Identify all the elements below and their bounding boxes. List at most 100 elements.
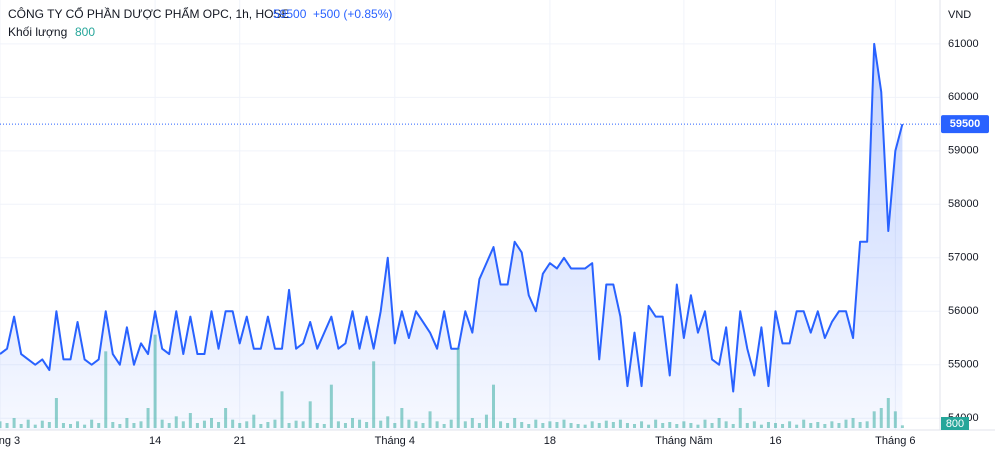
volume-bar (576, 424, 580, 428)
y-tick-label: 61000 (948, 38, 979, 50)
volume-bar (386, 416, 390, 428)
volume-bar (400, 408, 404, 428)
volume-bar (865, 421, 869, 428)
volume-bar (781, 424, 785, 428)
price-line (0, 42, 904, 393)
volume-bar (647, 424, 651, 428)
y-tick-label: 56000 (948, 305, 979, 317)
volume-bar (823, 424, 827, 428)
last-price-box (941, 115, 989, 134)
volume-axis-label: 800 (946, 418, 964, 430)
y-tick-label: 55000 (948, 359, 979, 371)
volume-bar (886, 398, 890, 428)
volume-bar (830, 421, 834, 428)
volume-bar (97, 423, 101, 428)
volume-bar (167, 423, 171, 428)
volume-bar (470, 418, 474, 428)
volume-bar (351, 418, 354, 428)
volume-bar (484, 414, 488, 428)
volume-bar (188, 413, 192, 428)
header-price: 59500 (273, 7, 307, 21)
y-tick-label: 59000 (948, 145, 979, 157)
volume-bar (520, 422, 524, 428)
volume-bar (5, 423, 9, 428)
volume-bar (47, 422, 51, 428)
volume-bar (513, 418, 517, 428)
volume-bar (731, 424, 735, 428)
volume-bar (590, 421, 594, 428)
volume-bar (611, 422, 615, 428)
volume-bar (569, 423, 573, 428)
volume-bar (407, 419, 411, 428)
volume-bar (231, 419, 235, 428)
volume-bar (879, 408, 883, 428)
volume-bar (858, 422, 862, 428)
volume-bar (224, 408, 228, 428)
volume-bar (365, 422, 369, 428)
volume-bar (294, 420, 298, 428)
volume-bar (435, 421, 439, 428)
volume-bar (19, 424, 23, 428)
volume-bar (802, 419, 806, 428)
y-tick-label: 58000 (948, 198, 979, 210)
volume-bar (280, 391, 284, 428)
volume-bar (54, 398, 58, 428)
volume-bar (506, 423, 510, 428)
volume-bar (308, 401, 312, 428)
x-tick-label: Tháng 4 (375, 435, 415, 447)
volume-bar (301, 421, 305, 428)
volume-bar (583, 424, 587, 428)
x-tick-label: 16 (769, 435, 781, 447)
volume-bar (597, 423, 601, 428)
volume-bar (816, 422, 820, 428)
volume-bar (640, 421, 644, 428)
currency: VND (948, 9, 971, 21)
volume-bar (696, 424, 700, 428)
volume-bar (654, 419, 658, 428)
volume-bar (83, 424, 87, 428)
volume-bar (752, 421, 756, 428)
volume-bar (266, 422, 270, 428)
volume-bar (428, 411, 432, 428)
volume-bar (562, 419, 566, 428)
volume-bar (26, 419, 30, 428)
volume-bar (456, 348, 460, 428)
volume-bar (76, 421, 80, 428)
volume-bar (139, 421, 143, 428)
volume-bar (118, 424, 122, 428)
volume-bar (492, 384, 495, 428)
volume-bar (604, 420, 608, 428)
x-tick-label: 21 (234, 435, 246, 447)
volume-bar (449, 419, 453, 428)
volume-bar (633, 424, 636, 428)
volume-bar (900, 425, 904, 428)
volume-bar (40, 420, 44, 428)
volume-bar (774, 423, 777, 428)
x-tick-label: Tháng 3 (0, 435, 20, 447)
last-price-label: 59500 (950, 118, 981, 130)
area (0, 43, 903, 430)
y-tick-label: 60000 (948, 91, 979, 103)
volume-bar (689, 423, 693, 428)
header-change: +500 (+0.85%) (313, 7, 392, 21)
volume-bar (315, 423, 319, 428)
volume-bar (837, 423, 841, 428)
volume-bar (463, 421, 467, 428)
volume-bar (12, 418, 16, 428)
volume-bar (259, 424, 263, 428)
volume-bar (851, 418, 855, 428)
volume-bar (499, 421, 503, 428)
volume-bar (788, 421, 792, 428)
volume-box (941, 417, 969, 430)
volume-bar (174, 416, 178, 428)
volume-bar (872, 411, 876, 428)
volume-bar (202, 420, 206, 428)
axis-layer: 5400055000560005700058000590006000061000… (0, 38, 989, 447)
volume-bar (238, 423, 242, 428)
volume-bar (477, 423, 481, 428)
volume-bar (33, 424, 37, 428)
volume-value: 800 (75, 25, 95, 39)
volume-bar (618, 419, 622, 428)
